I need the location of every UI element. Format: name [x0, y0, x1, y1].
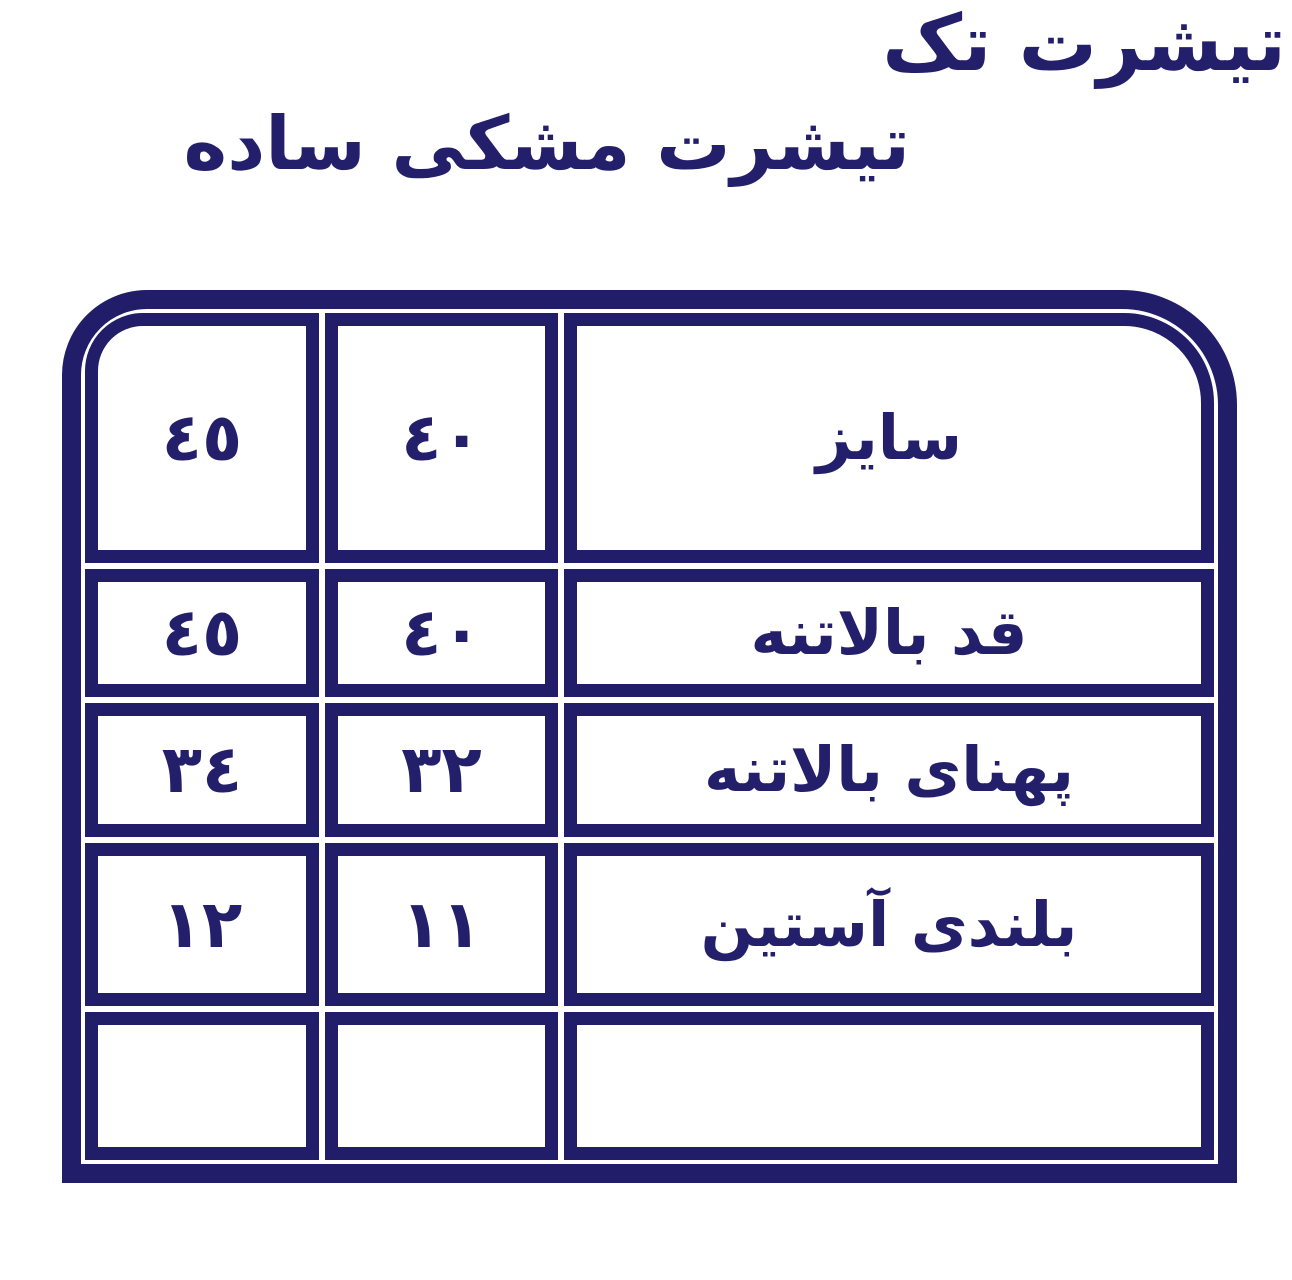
row-torso-width-value-40: ٣٢ [325, 703, 558, 837]
row-torso-width-label: پهنای بالاتنه [564, 703, 1214, 837]
row-torso-length-value-45: ٤٥ [85, 569, 319, 697]
row-torso-length-label: قد بالاتنه [564, 569, 1214, 697]
product-name: تیشرت مشکی ساده [183, 101, 910, 187]
chart-title: تیشرت تک [882, 0, 1286, 89]
row-torso-width-value-45: ٣٤ [85, 703, 319, 837]
row-torso-length-value-40: ٤٠ [325, 569, 558, 697]
row-size-value-40: ٤٠ [325, 313, 558, 563]
size-table-grid: سایز ٤٠ ٤٥ قد بالاتنه ٤٠ ٤٥ پهنای بالاتن… [85, 313, 1214, 1160]
row-empty-value-40 [325, 1012, 558, 1160]
row-sleeve-length-label: بلندی آستین [564, 843, 1214, 1006]
row-sleeve-length-value-45: ١٢ [85, 843, 319, 1006]
row-empty-value-45 [85, 1012, 319, 1160]
row-sleeve-length-value-40: ١١ [325, 843, 558, 1006]
row-size-value-45: ٤٥ [85, 313, 319, 563]
size-table: سایز ٤٠ ٤٥ قد بالاتنه ٤٠ ٤٥ پهنای بالاتن… [62, 290, 1237, 1183]
row-empty-label [564, 1012, 1214, 1160]
row-size-label: سایز [564, 313, 1214, 563]
